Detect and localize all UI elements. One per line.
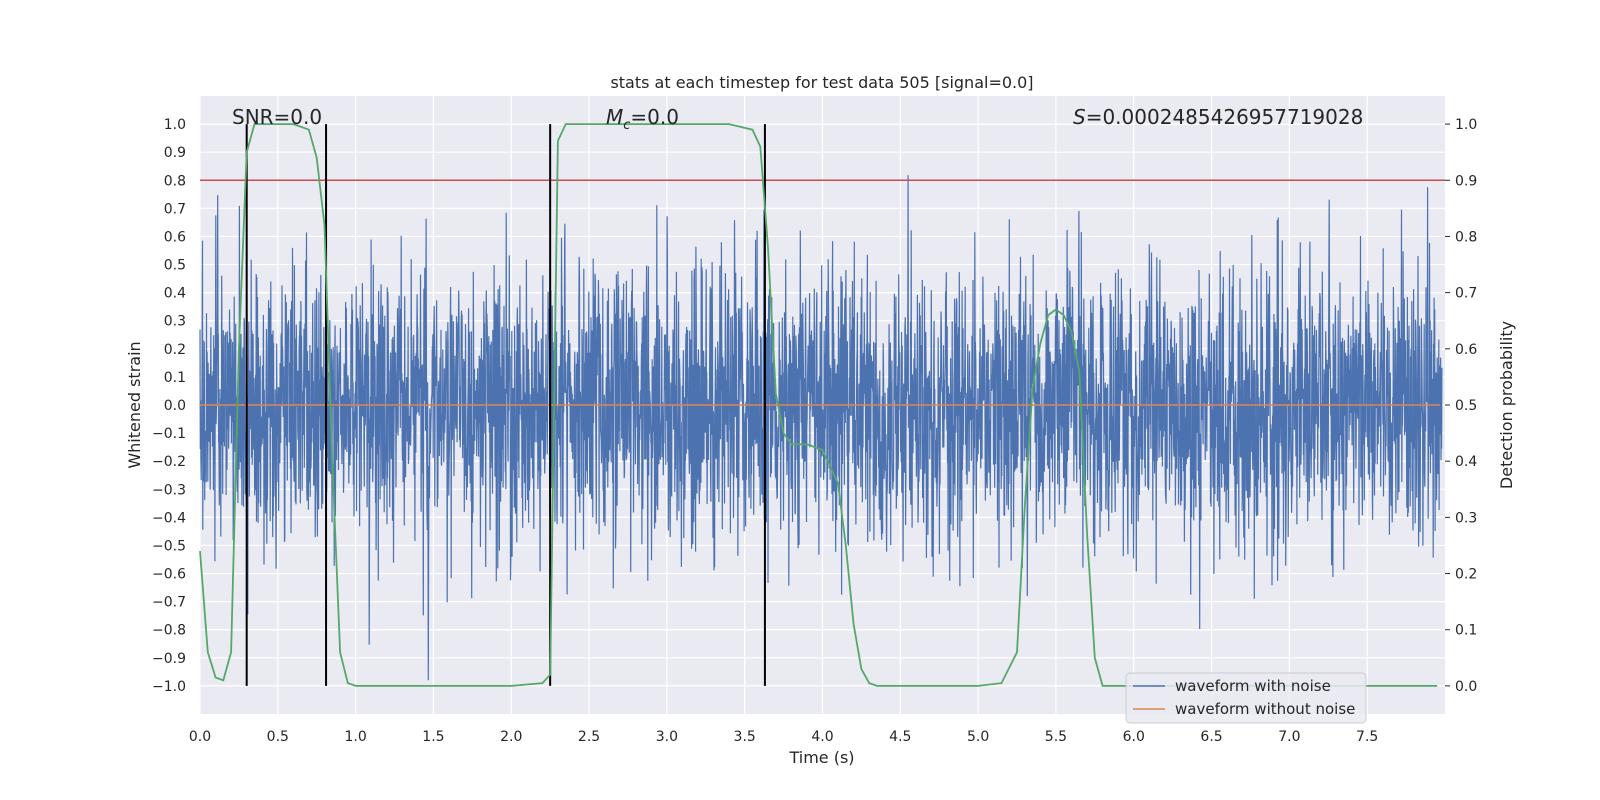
y2-tick-label: 0.4 — [1455, 454, 1477, 470]
y-tick-label: 0.5 — [164, 258, 186, 274]
x-axis-label: Time (s) — [788, 748, 854, 767]
snr-annotation: SNR=0.0 — [232, 105, 322, 129]
x-tick-label: 2.5 — [578, 729, 600, 745]
y-tick-label: −0.4 — [152, 510, 186, 526]
y-tick-label: 0.4 — [164, 286, 186, 302]
y2-axis-label: Detection probability — [1497, 321, 1516, 489]
y-tick-label: −0.8 — [152, 623, 186, 639]
x-tick-label: 3.5 — [734, 729, 756, 745]
y-tick-label: 0.0 — [164, 398, 186, 414]
y2-tick-label: 0.0 — [1455, 679, 1477, 695]
y-axis-label: Whitened strain — [125, 341, 144, 468]
x-tick-label: 4.5 — [889, 729, 911, 745]
y-tick-label: 0.7 — [164, 201, 186, 217]
y2-tick-label: 0.9 — [1455, 173, 1477, 189]
x-tick-label: 5.5 — [1045, 729, 1067, 745]
y-tick-label: −0.1 — [152, 426, 186, 442]
mc-value: =0.0 — [630, 105, 679, 129]
y-tick-label: −0.2 — [152, 454, 186, 470]
y2-tick-label: 0.5 — [1455, 398, 1477, 414]
y2-tick-label: 0.8 — [1455, 229, 1477, 245]
y-tick-label: −0.3 — [152, 482, 186, 498]
y-tick-label: 0.8 — [164, 173, 186, 189]
y2-tick-label: 0.6 — [1455, 342, 1477, 358]
y-tick-label: 0.1 — [164, 370, 186, 386]
mc-subscript: c — [623, 118, 630, 133]
chart-title: stats at each timestep for test data 505… — [610, 73, 1033, 92]
y-tick-label: −0.5 — [152, 538, 186, 554]
x-tick-label: 7.0 — [1278, 729, 1300, 745]
x-tick-label: 0.0 — [189, 729, 211, 745]
legend-label-clean: waveform without noise — [1175, 700, 1355, 718]
s-value: =0.0002485426957719028 — [1086, 105, 1364, 129]
y-tick-label: 1.0 — [164, 117, 186, 133]
y-axis-ticks: 1.0 0.9 0.8 0.7 0.6 0.5 0.4 0.3 0.2 0.1 0.0 −0.1 −0.… — [152, 117, 186, 695]
waveform-with-noise-series — [199, 175, 1443, 681]
y2-tick-label: 1.0 — [1455, 117, 1477, 133]
s-annotation: S=0.0002485426957719028 — [1073, 105, 1363, 129]
y-tick-label: −0.9 — [152, 651, 186, 667]
y2-tick-label: 0.2 — [1455, 567, 1477, 583]
x-tick-label: 4.0 — [811, 729, 833, 745]
s-symbol: S — [1073, 105, 1086, 129]
detection-probability-series — [199, 123, 1438, 687]
y-tick-label: −1.0 — [152, 679, 186, 695]
legend: waveform with noise waveform without noi… — [1125, 672, 1367, 724]
x-tick-label: 0.5 — [267, 729, 289, 745]
legend-label-noise: waveform with noise — [1175, 677, 1331, 695]
x-tick-label: 6.5 — [1200, 729, 1222, 745]
y2-tick-label: 0.1 — [1455, 623, 1477, 639]
y2-tick-label: 0.3 — [1455, 510, 1477, 526]
legend-box — [1125, 672, 1367, 724]
x-tick-label: 5.0 — [967, 729, 989, 745]
y-tick-label: 0.3 — [164, 314, 186, 330]
x-tick-label: 6.0 — [1123, 729, 1145, 745]
x-axis-ticks: 0.0 0.5 1.0 1.5 2.0 2.5 3.0 3.5 4.0 4.5 5.0 5.5 6.0 6… — [189, 729, 1378, 745]
y2-tick-label: 0.7 — [1455, 286, 1477, 302]
y-tick-label: −0.6 — [152, 567, 186, 583]
y2-axis-ticks: 1.0 0.9 0.8 0.7 0.6 0.5 0.4 0.3 0.2 0.1 0.0 — [1445, 117, 1477, 695]
x-tick-label: 7.5 — [1356, 729, 1378, 745]
mc-symbol: M — [606, 105, 623, 129]
y-tick-label: −0.7 — [152, 595, 186, 611]
y-tick-label: 0.2 — [164, 342, 186, 358]
y-tick-label: 0.9 — [164, 145, 186, 161]
x-tick-label: 1.5 — [422, 729, 444, 745]
y-tick-label: 0.6 — [164, 229, 186, 245]
x-tick-label: 1.0 — [344, 729, 366, 745]
mc-annotation: Mc=0.0 — [606, 105, 679, 133]
noise-waveform-line — [199, 175, 1443, 681]
detection-probability-line — [199, 123, 1438, 687]
x-tick-label: 3.0 — [656, 729, 678, 745]
x-tick-label: 2.0 — [500, 729, 522, 745]
